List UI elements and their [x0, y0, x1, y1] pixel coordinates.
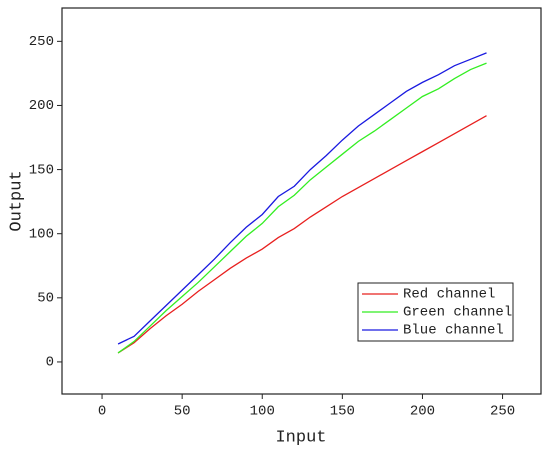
x-tick-label: 250: [490, 404, 515, 420]
series-line: [117, 115, 487, 354]
y-tick-label: 150: [29, 162, 54, 178]
y-tick-label: 100: [29, 226, 54, 242]
y-tick-label: 250: [29, 34, 54, 50]
x-tick-label: 100: [250, 404, 275, 420]
legend-label: Blue channel: [403, 323, 504, 339]
y-tick-label: 200: [29, 98, 54, 114]
y-tick-label: 50: [37, 291, 54, 307]
y-tick-label: 0: [46, 355, 54, 371]
y-axis-label: Output: [7, 170, 26, 231]
x-tick-label: 150: [330, 404, 355, 420]
series-line: [117, 62, 487, 354]
legend-label: Green channel: [403, 305, 512, 321]
x-tick-label: 200: [410, 404, 435, 420]
x-tick-label: 50: [174, 404, 191, 420]
x-tick-label: 0: [98, 404, 106, 420]
legend-label: Red channel: [403, 287, 495, 303]
x-axis-label: Input: [275, 428, 326, 447]
plot-frame: [61, 7, 542, 395]
series-line: [117, 52, 487, 345]
